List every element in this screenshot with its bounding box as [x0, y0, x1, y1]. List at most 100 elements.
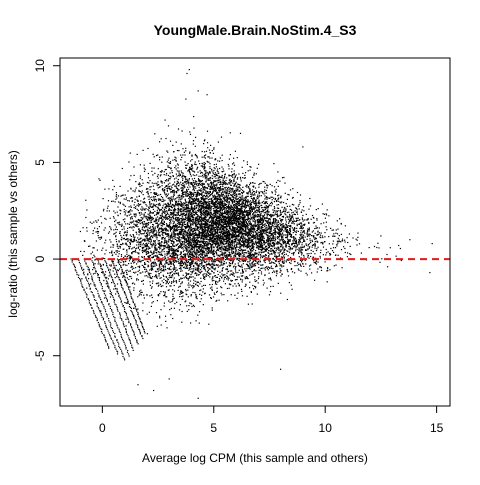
data-point — [221, 261, 223, 264]
data-point — [131, 218, 133, 220]
data-point — [161, 265, 163, 267]
data-point — [180, 263, 182, 265]
data-point — [122, 305, 124, 307]
data-point — [197, 285, 199, 287]
data-point — [266, 215, 268, 217]
data-point — [228, 189, 230, 191]
data-point — [246, 238, 248, 240]
data-point — [255, 252, 257, 254]
data-point — [173, 261, 175, 263]
data-point — [134, 249, 136, 252]
data-point — [267, 234, 269, 236]
data-point — [175, 253, 177, 255]
data-point — [197, 268, 199, 270]
data-point — [201, 180, 203, 182]
data-point — [220, 186, 222, 188]
data-point — [210, 207, 212, 209]
data-point — [189, 259, 191, 261]
data-point — [274, 197, 277, 200]
data-point — [311, 214, 314, 217]
data-point — [187, 226, 190, 228]
data-point — [191, 208, 193, 210]
data-point — [123, 232, 125, 234]
data-point — [163, 250, 165, 253]
data-point — [269, 226, 271, 228]
data-point — [271, 237, 274, 239]
data-point — [202, 229, 204, 232]
data-point — [247, 191, 250, 193]
data-point — [117, 351, 119, 353]
data-point — [180, 203, 182, 205]
data-point — [213, 148, 215, 150]
data-point — [167, 165, 169, 167]
data-point — [203, 251, 205, 253]
data-point — [238, 252, 241, 254]
data-point — [216, 221, 218, 223]
data-point — [157, 224, 160, 226]
data-point — [152, 218, 155, 220]
data-point — [115, 322, 117, 324]
data-point — [341, 238, 344, 240]
data-point — [247, 239, 249, 241]
data-point — [294, 244, 296, 246]
data-point — [130, 188, 132, 190]
data-point — [243, 256, 245, 258]
data-point — [129, 179, 131, 181]
data-point — [132, 247, 134, 249]
data-point — [168, 188, 171, 190]
data-point — [158, 260, 160, 262]
data-point — [252, 244, 254, 246]
data-point — [114, 267, 116, 269]
data-point — [122, 289, 124, 291]
data-point — [198, 230, 200, 232]
data-point — [222, 267, 224, 269]
data-point — [251, 182, 254, 184]
data-point — [192, 253, 194, 255]
data-point — [137, 308, 139, 310]
data-point — [203, 218, 206, 220]
data-point — [101, 302, 103, 304]
data-point — [246, 223, 248, 226]
data-point — [181, 234, 183, 236]
data-point — [113, 298, 115, 300]
data-point — [212, 258, 214, 260]
data-point — [155, 217, 157, 219]
data-point — [256, 167, 258, 169]
data-point — [229, 182, 231, 184]
data-point — [112, 262, 114, 264]
data-point — [187, 205, 189, 207]
data-point — [140, 291, 142, 294]
data-point — [241, 166, 243, 168]
data-point — [156, 238, 158, 240]
data-point — [90, 273, 92, 275]
data-point — [220, 192, 222, 194]
data-point — [209, 284, 211, 286]
data-point — [147, 188, 149, 190]
data-point — [270, 213, 272, 215]
data-point — [123, 357, 125, 359]
data-point — [224, 212, 226, 215]
data-point — [293, 253, 295, 255]
data-point — [125, 346, 127, 349]
data-point — [124, 359, 126, 361]
data-point — [196, 228, 198, 230]
data-point — [187, 208, 189, 210]
data-point — [122, 203, 124, 205]
data-point — [298, 219, 300, 222]
data-point — [123, 273, 125, 275]
data-point — [193, 208, 195, 210]
data-point — [110, 292, 113, 294]
data-point — [159, 283, 162, 285]
data-point — [226, 193, 228, 195]
data-point — [289, 205, 291, 207]
data-point — [189, 152, 191, 154]
data-point — [306, 232, 308, 234]
data-point — [223, 220, 225, 222]
data-point — [114, 347, 116, 349]
data-point — [209, 240, 211, 242]
data-point — [174, 234, 176, 236]
data-point — [194, 201, 196, 203]
data-point — [328, 243, 330, 245]
data-point — [216, 222, 219, 225]
data-point — [159, 156, 161, 158]
